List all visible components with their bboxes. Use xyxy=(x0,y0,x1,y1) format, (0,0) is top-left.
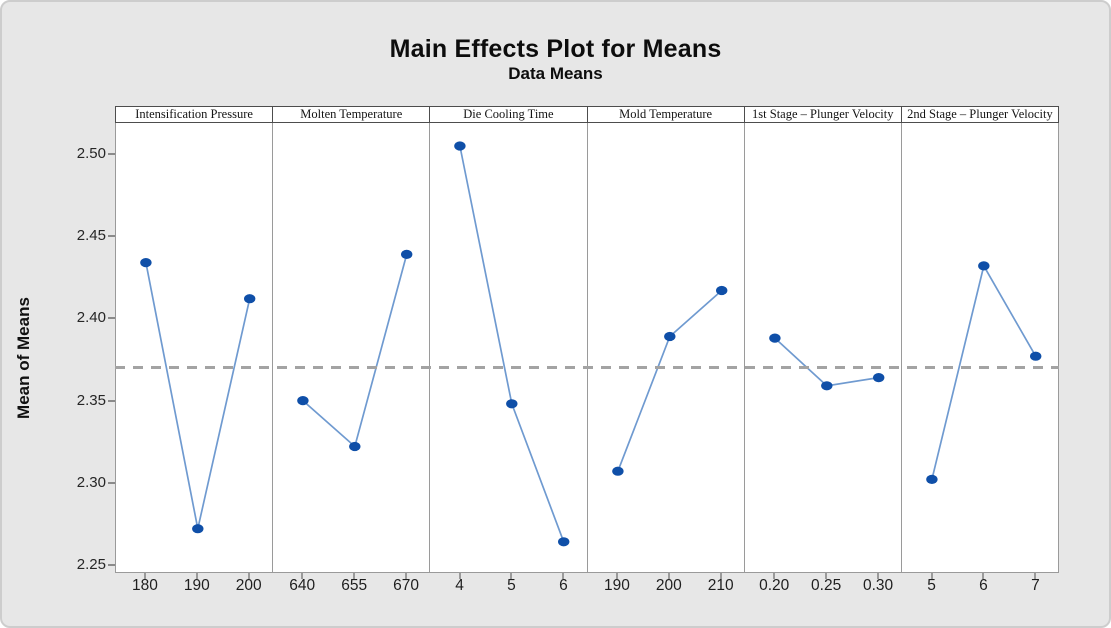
x-tick-mark xyxy=(982,573,985,579)
mean-connecting-line xyxy=(459,145,565,543)
data-point xyxy=(297,396,309,406)
data-point xyxy=(558,537,570,547)
x-tick-mark xyxy=(825,573,828,579)
data-point xyxy=(872,373,885,383)
data-point xyxy=(140,258,152,268)
panel-body-3 xyxy=(430,123,588,572)
data-point xyxy=(663,331,676,342)
x-tick-label: 655 xyxy=(341,577,368,594)
x-tick-label: 7 xyxy=(1031,577,1040,594)
data-point xyxy=(349,441,361,452)
mean-connecting-line xyxy=(774,337,879,387)
y-tick-mark xyxy=(108,153,115,156)
panel-header-6: 2nd Stage – Plunger Velocity xyxy=(907,107,1053,121)
mean-connecting-line xyxy=(616,289,722,472)
x-tick-mark xyxy=(773,573,776,579)
panel-plot-svg xyxy=(140,258,256,534)
y-tick-label: 2.45 xyxy=(76,227,106,245)
x-tick-mark xyxy=(247,573,250,579)
y-tick-label: 2.50 xyxy=(76,145,106,163)
panel-plot-svg xyxy=(454,141,570,547)
data-point xyxy=(244,294,256,304)
panel-header-5: 1st Stage – Plunger Velocity xyxy=(745,107,902,122)
x-tick-mark xyxy=(1034,573,1037,579)
x-tick-label: 0.30 xyxy=(862,577,894,594)
x-tick-mark xyxy=(615,573,618,579)
chart-subtitle: Data Means xyxy=(508,64,603,83)
panel-header-1: Intensification Pressure xyxy=(116,107,274,122)
x-tick-mark xyxy=(405,573,408,579)
x-tick-mark xyxy=(877,573,880,579)
panel-header-3: Die Cooling Time xyxy=(430,107,588,122)
chart-title: Main Effects Plot for Means xyxy=(389,35,722,63)
y-tick-label: 2.40 xyxy=(76,309,106,327)
panel-body-6 xyxy=(902,123,1058,572)
panel-header-4: Mold Temperature xyxy=(588,107,745,122)
y-axis-label: Mean of Means xyxy=(14,297,33,419)
data-point xyxy=(715,285,727,296)
x-tick-label: 190 xyxy=(603,577,630,594)
x-tick-label: 0.25 xyxy=(811,577,842,594)
panel-header-2: Molten Temperature xyxy=(273,107,431,122)
y-tick-mark xyxy=(108,399,115,402)
data-point xyxy=(454,141,466,151)
mean-connecting-line xyxy=(145,262,251,529)
data-point xyxy=(977,261,990,271)
x-tick-label: 6 xyxy=(979,577,988,594)
mean-connecting-line xyxy=(930,263,1037,480)
y-tick-mark xyxy=(108,235,115,238)
x-tick-label: 670 xyxy=(393,577,419,594)
panel-plot-strip xyxy=(115,123,1059,573)
data-point xyxy=(506,399,518,409)
x-tick-label: 5 xyxy=(927,577,936,594)
data-point xyxy=(820,381,833,391)
data-point xyxy=(768,333,781,343)
panel-plot-svg xyxy=(768,333,885,391)
panel-body-1 xyxy=(116,123,274,572)
x-tick-label: 0.20 xyxy=(759,577,790,594)
panel-header-strip: Intensification Pressure Molten Temperatu… xyxy=(115,106,1059,123)
y-tick-mark xyxy=(108,317,115,320)
x-tick-label: 4 xyxy=(455,577,464,594)
x-tick-mark xyxy=(562,573,565,579)
x-tick-mark xyxy=(930,573,933,579)
x-tick-mark xyxy=(719,573,722,579)
data-point xyxy=(1029,351,1042,361)
x-tick-label: 6 xyxy=(559,577,568,594)
x-tick-mark xyxy=(458,573,461,579)
x-tick-mark xyxy=(301,573,304,579)
grand-mean-reference-line xyxy=(115,365,1059,369)
x-tick-label: 180 xyxy=(131,577,158,594)
x-tick-label: 190 xyxy=(183,577,210,594)
x-tick-label: 5 xyxy=(507,577,516,594)
x-tick-label: 200 xyxy=(655,577,682,594)
data-point xyxy=(926,474,938,484)
panel-body-5 xyxy=(745,123,902,572)
mean-connecting-line xyxy=(302,254,408,449)
y-tick-mark xyxy=(108,563,115,566)
x-tick-mark xyxy=(510,573,513,579)
panel-plot-svg xyxy=(297,249,413,452)
y-tick-label: 2.25 xyxy=(76,555,106,573)
y-tick-label: 2.35 xyxy=(76,391,106,409)
x-tick-label: 640 xyxy=(289,577,316,594)
x-tick-label: 210 xyxy=(707,577,734,594)
x-tick-mark xyxy=(143,573,146,579)
data-point xyxy=(192,524,204,534)
x-tick-label: 200 xyxy=(235,577,262,594)
y-tick-label: 2.30 xyxy=(76,473,106,491)
panel-plot-svg xyxy=(926,261,1042,484)
y-tick-mark xyxy=(108,481,115,484)
panel-plot-svg xyxy=(611,285,727,476)
panel-body-4 xyxy=(588,123,745,572)
x-tick-mark xyxy=(353,573,356,579)
x-tick-mark xyxy=(667,573,670,579)
data-point xyxy=(611,466,624,476)
x-tick-mark xyxy=(195,573,198,579)
data-point xyxy=(401,249,413,259)
panel-body-2 xyxy=(273,123,431,572)
